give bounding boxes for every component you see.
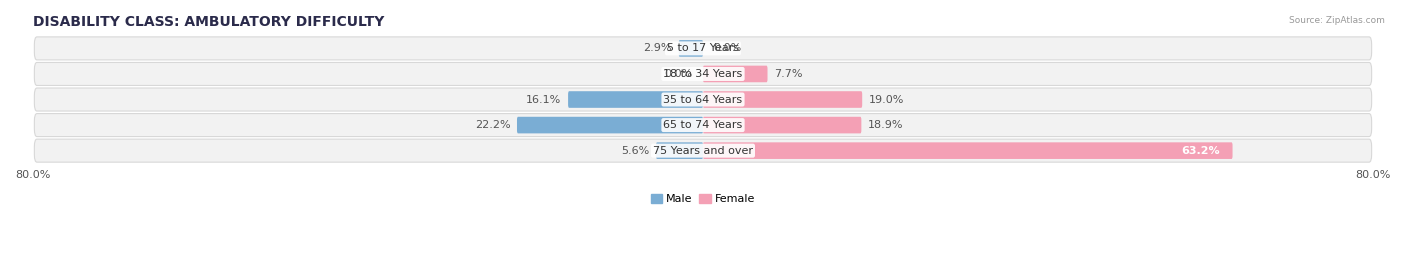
Text: DISABILITY CLASS: AMBULATORY DIFFICULTY: DISABILITY CLASS: AMBULATORY DIFFICULTY bbox=[32, 15, 384, 29]
FancyBboxPatch shape bbox=[34, 114, 1372, 137]
Text: 2.9%: 2.9% bbox=[644, 43, 672, 53]
Text: 16.1%: 16.1% bbox=[526, 94, 561, 105]
Text: 0.0%: 0.0% bbox=[665, 69, 693, 79]
FancyBboxPatch shape bbox=[34, 62, 1372, 86]
FancyBboxPatch shape bbox=[34, 139, 1372, 162]
Text: 22.2%: 22.2% bbox=[475, 120, 510, 130]
Text: 18 to 34 Years: 18 to 34 Years bbox=[664, 69, 742, 79]
Text: 5 to 17 Years: 5 to 17 Years bbox=[666, 43, 740, 53]
FancyBboxPatch shape bbox=[703, 66, 768, 82]
Text: 75 Years and over: 75 Years and over bbox=[652, 146, 754, 156]
Text: 65 to 74 Years: 65 to 74 Years bbox=[664, 120, 742, 130]
FancyBboxPatch shape bbox=[657, 142, 703, 159]
FancyBboxPatch shape bbox=[703, 117, 862, 133]
Text: 35 to 64 Years: 35 to 64 Years bbox=[664, 94, 742, 105]
FancyBboxPatch shape bbox=[34, 88, 1372, 111]
Text: 63.2%: 63.2% bbox=[1181, 146, 1220, 156]
FancyBboxPatch shape bbox=[679, 40, 703, 57]
Text: 19.0%: 19.0% bbox=[869, 94, 904, 105]
FancyBboxPatch shape bbox=[34, 37, 1372, 60]
FancyBboxPatch shape bbox=[703, 142, 1233, 159]
Text: 5.6%: 5.6% bbox=[621, 146, 650, 156]
FancyBboxPatch shape bbox=[568, 91, 703, 108]
Text: 18.9%: 18.9% bbox=[868, 120, 904, 130]
FancyBboxPatch shape bbox=[703, 91, 862, 108]
Text: 7.7%: 7.7% bbox=[775, 69, 803, 79]
Legend: Male, Female: Male, Female bbox=[647, 189, 759, 209]
Text: 0.0%: 0.0% bbox=[713, 43, 741, 53]
Text: Source: ZipAtlas.com: Source: ZipAtlas.com bbox=[1289, 16, 1385, 25]
FancyBboxPatch shape bbox=[517, 117, 703, 133]
